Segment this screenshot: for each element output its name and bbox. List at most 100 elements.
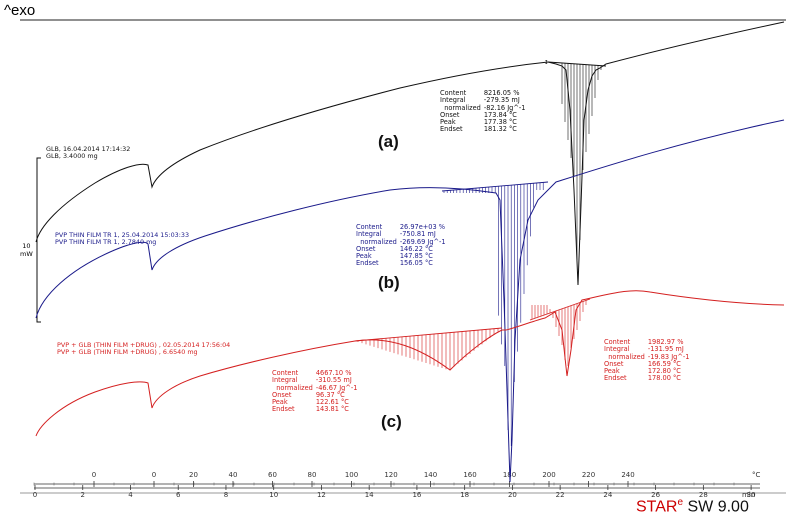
baseline-c1 xyxy=(354,327,503,342)
label-endset: Endset xyxy=(272,405,295,414)
value-endset: 156.05 °C xyxy=(399,259,433,268)
time-tick-label: 30 xyxy=(747,491,756,499)
label-peak: Peak xyxy=(604,367,620,375)
baseline-b xyxy=(441,181,549,192)
label-onset: Onset xyxy=(356,244,376,253)
label-normalized: normalized xyxy=(272,383,313,392)
peak-info-a: Content 8216.05 % Integral -279.35 mJ norm… xyxy=(440,75,528,141)
time-tick-label: 28 xyxy=(699,491,708,499)
label-integral: Integral xyxy=(440,96,466,105)
value-normalized: -19.83 Jg^-1 xyxy=(647,352,690,361)
label-peak: Peak xyxy=(272,398,288,406)
series-c xyxy=(35,290,785,437)
value-normalized: -82.16 Jg^-1 xyxy=(483,103,526,112)
label-endset: Endset xyxy=(604,374,627,383)
temp-tick-label: 100 xyxy=(345,471,358,479)
value-endset: 143.81 °C xyxy=(315,405,349,414)
value-integral: -310.55 mJ xyxy=(315,376,352,385)
value-peak: 172.80 °C xyxy=(647,367,681,375)
label-endset: Endset xyxy=(356,259,379,268)
peak-info-b: Content 26.97e+03 % Integral -750.81 mJ no… xyxy=(356,209,449,275)
panel-label-a: (a) xyxy=(378,132,399,151)
time-tick-label: 14 xyxy=(365,491,374,499)
temperature-axis: 0 0 20 40 60 80 100 120 140 160 180 200 220 240 °C xyxy=(33,471,761,487)
peak-hatching-a xyxy=(561,62,602,260)
value-content: 8216.05 % xyxy=(483,89,520,98)
temp-tick-label: 0 xyxy=(152,471,156,479)
temp-tick-label: 220 xyxy=(582,471,595,479)
scale-value: 10 xyxy=(22,242,31,250)
temp-tick-label: 160 xyxy=(463,471,476,479)
label-content: Content xyxy=(604,338,631,347)
value-peak: 177.38 °C xyxy=(483,118,517,126)
sample-a-line1: GLB, 16.04.2014 17:14:32 xyxy=(46,145,131,153)
temp-tick-label: 60 xyxy=(268,471,277,479)
temp-tick-label: 240 xyxy=(621,471,634,479)
value-onset: 173.84 °C xyxy=(483,110,517,119)
series-a: ɪ xyxy=(35,21,785,286)
scale-indicator: 10 mW xyxy=(20,242,33,258)
value-integral: -279.35 mJ xyxy=(483,96,520,105)
time-tick-label: 18 xyxy=(460,491,469,499)
sample-c-line1: PVP + GLB (THIN FILM +DRUG) , 02.05.2014… xyxy=(57,341,231,349)
software-label: STARe SW 9.00 xyxy=(636,497,749,516)
value-onset: 146.22 °C xyxy=(399,244,433,253)
scale-unit: mW xyxy=(20,249,33,258)
label-onset: Onset xyxy=(604,359,624,368)
value-endset: 178.00 °C xyxy=(647,374,681,383)
marker-a1: ɪ xyxy=(545,59,548,66)
sample-c-line2: PVP + GLB (THIN FILM +DRUG) , 6.6540 mg xyxy=(57,348,198,357)
peak-hatching-b xyxy=(443,182,544,446)
time-tick-label: 12 xyxy=(317,491,326,499)
software-sup: e xyxy=(677,497,684,508)
time-tick-label: 16 xyxy=(412,491,421,499)
sample-b-line1: PVP THIN FILM TR 1, 25.04.2014 15:03:33 xyxy=(55,231,190,239)
temp-unit-label: °C xyxy=(752,471,761,479)
value-onset: 96.37 °C xyxy=(315,390,345,399)
value-integral: -131.95 mJ xyxy=(647,345,684,354)
peak-info-c2: Content 1982.97 % Integral -131.95 mJ norm… xyxy=(604,324,692,390)
label-peak: Peak xyxy=(440,118,456,126)
label-endset: Endset xyxy=(440,125,463,134)
temp-tick-label: 140 xyxy=(424,471,437,479)
sample-legend-c: PVP + GLB (THIN FILM +DRUG) , 02.05.2014… xyxy=(57,341,231,357)
time-tick-label: 26 xyxy=(651,491,660,499)
baseline-c2 xyxy=(529,298,591,321)
sample-a-line2: GLB, 3.4000 mg xyxy=(46,152,98,161)
curve-c xyxy=(35,290,785,437)
value-content: 4667.10 % xyxy=(315,369,352,378)
time-tick-label: 4 xyxy=(128,491,133,499)
time-tick-label: 0 xyxy=(33,491,37,499)
label-integral: Integral xyxy=(356,230,382,239)
time-tick-label: 20 xyxy=(508,491,517,499)
exo-label: ^exo xyxy=(4,2,36,19)
value-onset: 166.59 °C xyxy=(647,359,681,368)
temp-tick-label: 80 xyxy=(308,471,317,479)
sample-legend-a: GLB, 16.04.2014 17:14:32 GLB, 3.4000 mg xyxy=(46,145,131,161)
peak-info-c1: Content 4667.10 % Integral -310.55 mJ norm… xyxy=(272,355,360,421)
panel-label-c: (c) xyxy=(381,412,402,431)
time-unit-label: min xyxy=(742,491,755,499)
label-onset: Onset xyxy=(440,110,460,119)
temp-tick-label: 200 xyxy=(542,471,555,479)
label-normalized: normalized xyxy=(356,237,397,246)
time-tick-label: 8 xyxy=(224,491,228,499)
time-tick-label: 2 xyxy=(81,491,85,499)
value-content: 26.97e+03 % xyxy=(399,223,446,232)
temp-tick-label: 20 xyxy=(189,471,198,479)
curve-a xyxy=(35,21,785,286)
panel-label-b: (b) xyxy=(378,273,400,292)
baseline-a xyxy=(547,61,607,67)
label-integral: Integral xyxy=(604,345,630,354)
software-suffix: SW 9.00 xyxy=(683,498,749,516)
label-normalized: normalized xyxy=(440,103,481,112)
time-tick-label: 6 xyxy=(176,491,181,499)
label-content: Content xyxy=(440,89,467,98)
peak-hatching-c1 xyxy=(357,328,499,371)
sample-legend-b: PVP THIN FILM TR 1, 25.04.2014 15:03:33 P… xyxy=(55,231,190,247)
curve-b xyxy=(35,119,785,483)
series-b xyxy=(35,119,785,483)
time-tick-label: 10 xyxy=(269,491,278,499)
time-tick-label: 22 xyxy=(556,491,565,499)
